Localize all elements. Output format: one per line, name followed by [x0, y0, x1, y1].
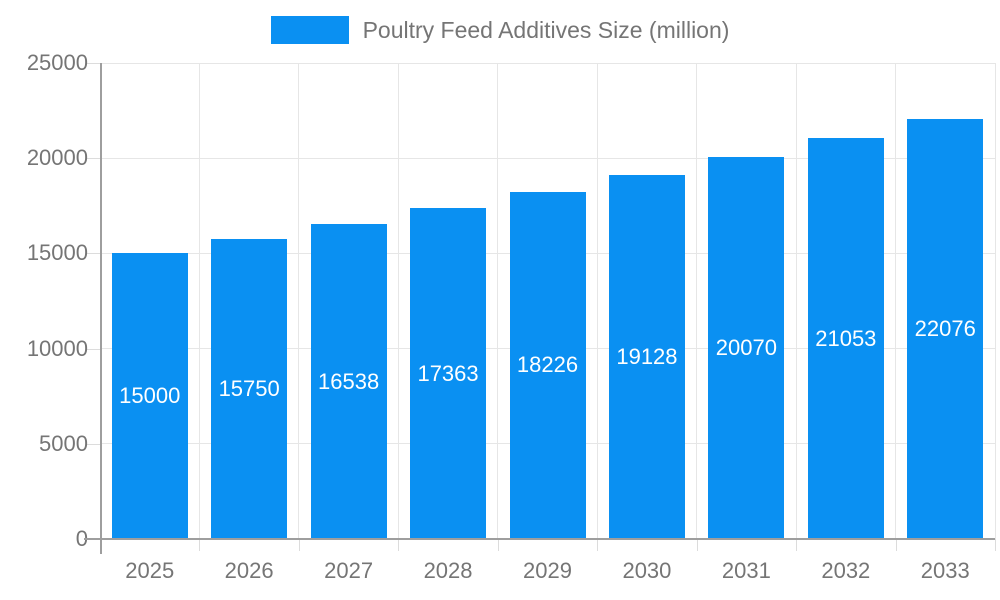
- gridline-vertical: [497, 63, 499, 539]
- gridline-vertical: [696, 63, 698, 539]
- y-axis-line: [100, 63, 102, 554]
- x-tick-mark: [696, 539, 698, 551]
- legend: Poultry Feed Additives Size (million): [0, 16, 1000, 44]
- x-tick-mark: [497, 539, 499, 551]
- gridline-horizontal: [100, 62, 995, 64]
- bar-2028[interactable]: 17363: [410, 208, 487, 539]
- bar-value-label: 17363: [417, 360, 479, 386]
- bar-value-label: 16538: [318, 368, 380, 394]
- bar-value-label: 15750: [218, 376, 280, 402]
- gridline-vertical: [994, 63, 996, 539]
- x-tick-mark: [298, 539, 300, 551]
- gridline-vertical: [895, 63, 897, 539]
- y-tick-mark: [86, 253, 100, 255]
- y-axis-tick-label: 25000: [26, 50, 88, 75]
- legend-label: Poultry Feed Additives Size (million): [362, 16, 730, 43]
- gridline-vertical: [795, 63, 797, 539]
- bar-value-label: 18226: [516, 352, 579, 378]
- bar-value-label: 22076: [914, 315, 976, 341]
- y-axis-tick-label: 0: [75, 526, 88, 551]
- gridline-vertical: [397, 63, 399, 539]
- x-axis-tick-label: 2033: [920, 558, 970, 583]
- gridline-horizontal: [100, 157, 995, 159]
- y-axis-tick-label: 5000: [39, 430, 88, 456]
- bar-2025[interactable]: 15000: [111, 253, 188, 539]
- x-axis-tick-label: 2027: [324, 558, 374, 583]
- x-axis-tick-label: 2030: [622, 558, 672, 583]
- bar-2030[interactable]: 19128: [608, 174, 685, 539]
- y-tick-mark: [86, 443, 100, 445]
- legend-swatch: [270, 16, 349, 44]
- y-axis-tick-label: 20000: [26, 145, 88, 171]
- x-tick-mark: [796, 539, 798, 551]
- plot-area: 15000 15750 16538 17363 18226 19128 20070 21053…: [84, 62, 996, 554]
- x-axis-tick-label: 2028: [423, 558, 473, 583]
- x-tick-mark: [199, 539, 201, 551]
- x-tick-mark: [995, 539, 996, 551]
- gridline-vertical: [198, 63, 200, 539]
- y-axis-tick-label: 10000: [26, 335, 88, 361]
- bar-2027[interactable]: 16538: [310, 224, 387, 539]
- gridline-vertical: [596, 63, 598, 539]
- bar-value-label: 21053: [815, 325, 877, 351]
- bar-value-label: 19128: [616, 343, 678, 369]
- x-tick-mark: [398, 539, 400, 551]
- y-tick-mark: [86, 158, 100, 160]
- x-axis-tick-label: 2025: [125, 558, 175, 583]
- bar-value-label: 15000: [119, 383, 181, 409]
- gridline-vertical: [298, 63, 300, 539]
- bar-2029[interactable]: 18226: [509, 191, 586, 539]
- bar-2031[interactable]: 20070: [708, 156, 785, 539]
- bar-2033[interactable]: 22076: [907, 118, 984, 539]
- y-tick-mark: [86, 348, 100, 350]
- bar-2026[interactable]: 15750: [211, 239, 288, 539]
- bar-2032[interactable]: 21053: [807, 138, 884, 539]
- y-tick-mark: [86, 63, 100, 64]
- bar-value-label: 20070: [715, 334, 777, 360]
- x-axis-line: [84, 538, 995, 540]
- x-axis-tick-label: 2029: [523, 558, 572, 583]
- y-axis-tick-label: 15000: [26, 240, 88, 266]
- x-axis-tick-label: 2031: [721, 558, 771, 583]
- x-tick-mark: [597, 539, 599, 551]
- x-axis-tick-label: 2032: [821, 558, 871, 583]
- x-axis-tick-label: 2026: [224, 558, 274, 583]
- x-tick-mark: [895, 539, 897, 551]
